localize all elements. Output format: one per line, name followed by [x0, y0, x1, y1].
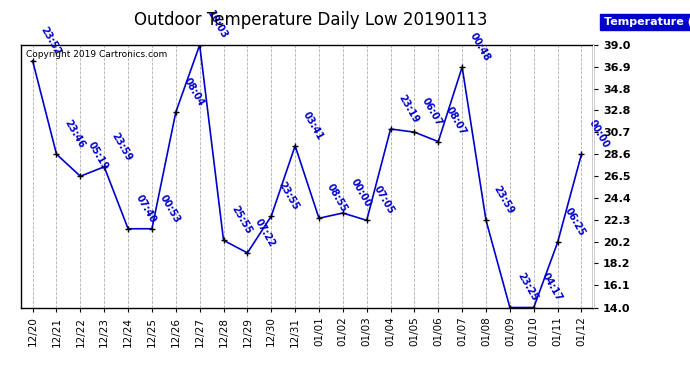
- Text: 23:59: 23:59: [110, 131, 134, 163]
- Text: 23:19: 23:19: [396, 93, 420, 125]
- Text: 00:00: 00:00: [348, 177, 373, 209]
- Text: 06:25: 06:25: [563, 206, 587, 238]
- Text: 04:17: 04:17: [540, 272, 564, 303]
- Text: 23:46: 23:46: [62, 118, 86, 150]
- Text: 25:55: 25:55: [229, 204, 253, 236]
- Text: 08:04: 08:04: [181, 76, 206, 108]
- Text: 23:52: 23:52: [38, 25, 62, 57]
- Text: 08:07: 08:07: [444, 105, 468, 137]
- Text: 07:05: 07:05: [373, 184, 397, 216]
- Text: 00:53: 00:53: [157, 193, 181, 225]
- Text: 06:07: 06:07: [420, 96, 444, 128]
- Text: 07:40: 07:40: [134, 193, 158, 225]
- Text: 23:59: 23:59: [491, 184, 515, 216]
- Text: 23:55: 23:55: [277, 180, 301, 212]
- Text: Temperature (°F): Temperature (°F): [604, 17, 690, 27]
- Text: 07:22: 07:22: [253, 217, 277, 249]
- Text: 23:25: 23:25: [515, 272, 540, 303]
- Text: 03:41: 03:41: [301, 110, 325, 142]
- Text: 00:00: 00:00: [587, 118, 611, 150]
- Text: 00:48: 00:48: [468, 31, 492, 63]
- Text: Copyright 2019 Cartronics.com: Copyright 2019 Cartronics.com: [26, 50, 168, 59]
- Text: 10:03: 10:03: [205, 9, 229, 41]
- Text: 08:55: 08:55: [324, 182, 348, 214]
- Text: Outdoor Temperature Daily Low 20190113: Outdoor Temperature Daily Low 20190113: [134, 11, 487, 29]
- Text: 05:19: 05:19: [86, 140, 110, 172]
